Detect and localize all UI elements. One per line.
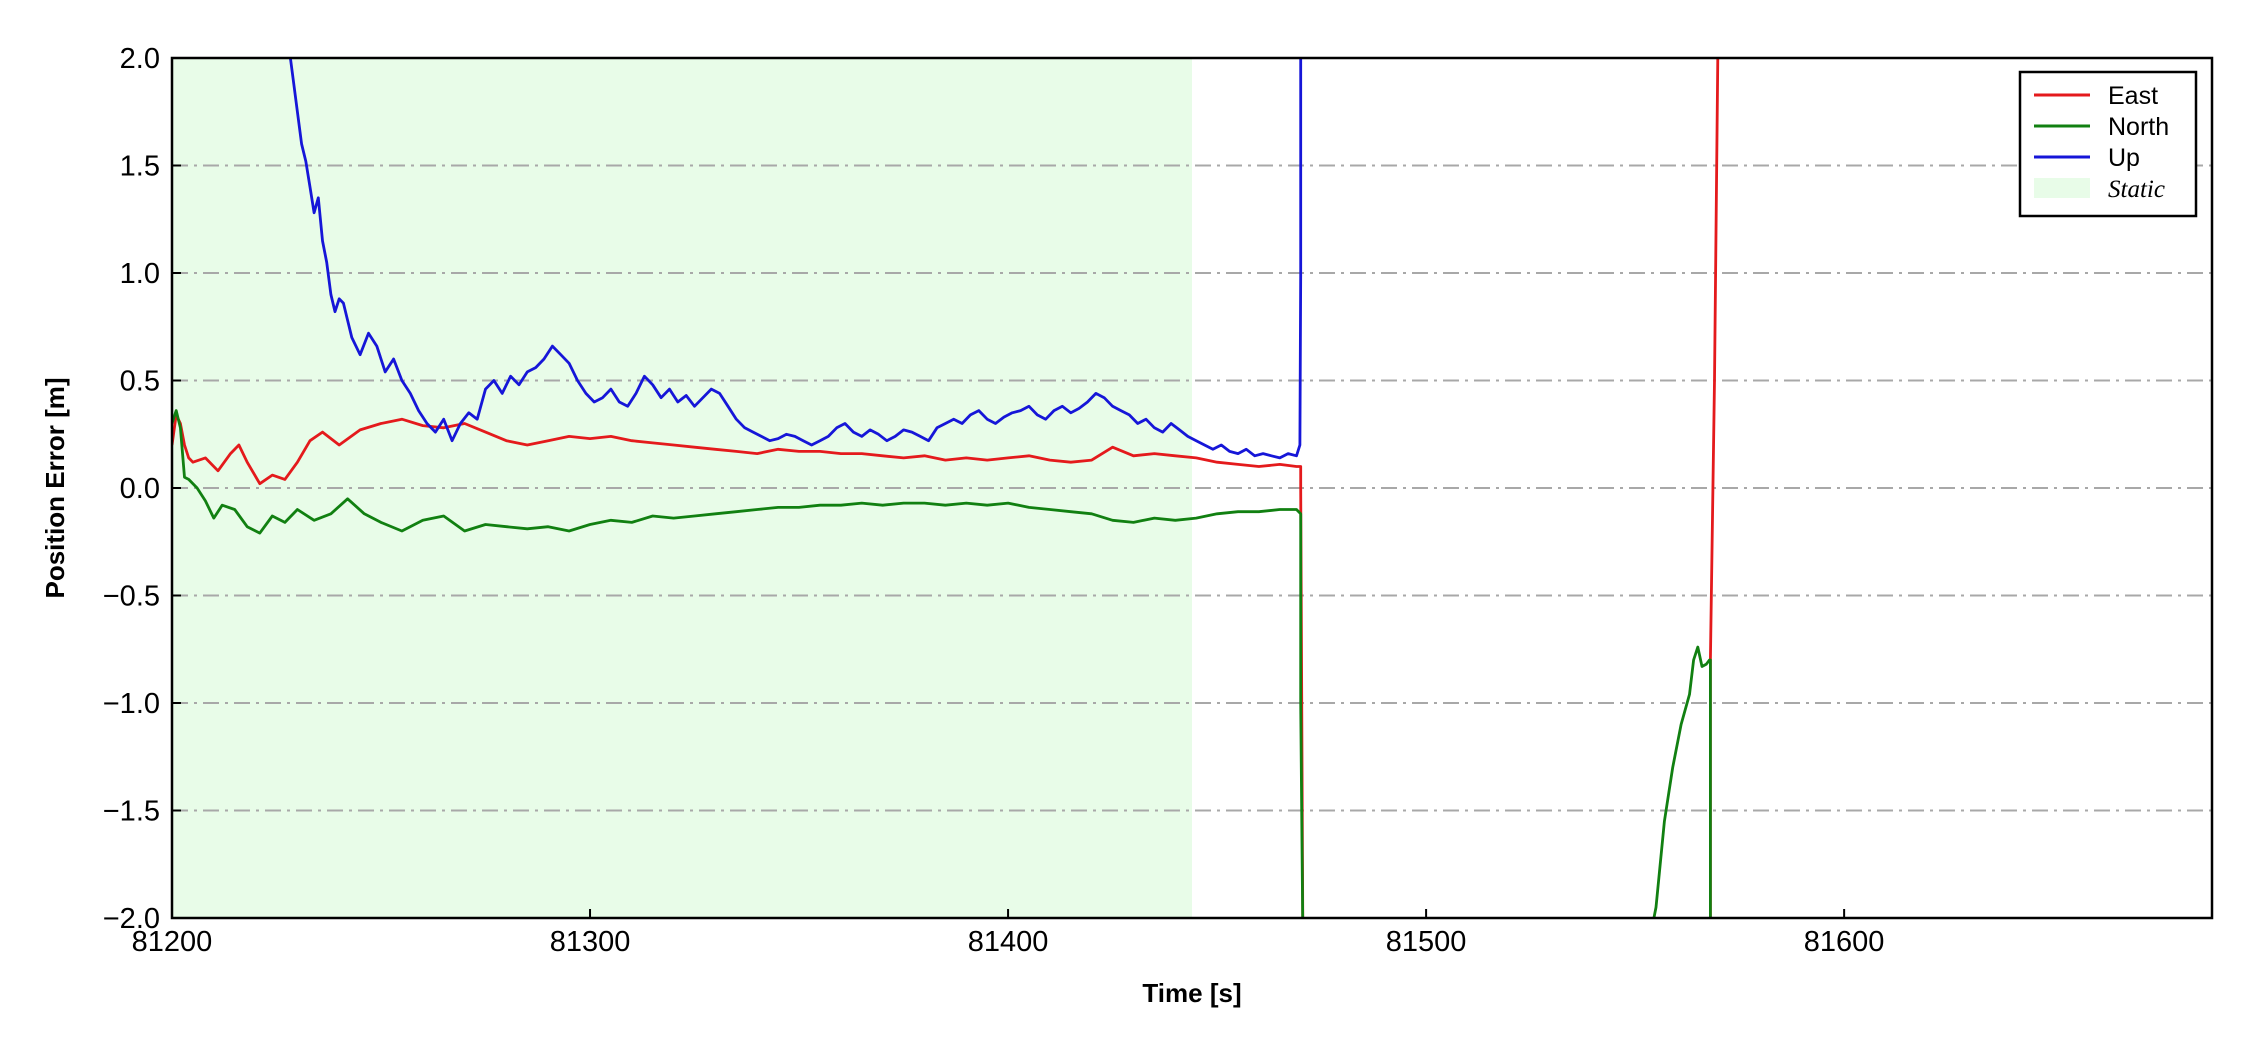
axis-ticks: 81200 81300 81400 81500 81600 −2.0 −1.5 −1.0 −0.… [103, 43, 1885, 958]
series-line-east [172, 58, 1720, 918]
series-line-north [172, 409, 1712, 918]
x-tick-label: 81600 [1804, 926, 1885, 958]
x-tick-label: 81500 [1386, 926, 1467, 958]
y-tick-label: 0.5 [120, 366, 160, 398]
legend-label-east: East [2108, 82, 2158, 110]
y-tick-label: −2.0 [103, 903, 160, 935]
series-lines [172, 58, 1720, 918]
y-tick-label: 0.0 [120, 473, 160, 505]
series-line-up [288, 58, 1303, 460]
y-tick-label: 1.0 [120, 258, 160, 290]
y-axis-title: Position Error [m] [40, 377, 70, 598]
x-tick-label: 81200 [132, 926, 213, 958]
y-tick-label: −1.0 [103, 688, 160, 720]
legend-label-static: Static [2108, 176, 2165, 203]
y-tick-label: −0.5 [103, 581, 160, 613]
y-tick-label: 1.5 [120, 151, 160, 183]
legend-label-up: Up [2108, 144, 2140, 172]
legend-label-north: North [2108, 113, 2169, 141]
x-tick-label: 81400 [968, 926, 1049, 958]
x-axis-title: Time [s] [1142, 978, 1241, 1008]
legend: East North Up Static [2018, 70, 2198, 218]
y-tick-label: 2.0 [120, 43, 160, 75]
legend-swatch-static [2034, 178, 2090, 198]
y-tick-label: −1.5 [103, 796, 160, 828]
x-tick-label: 81300 [550, 926, 631, 958]
